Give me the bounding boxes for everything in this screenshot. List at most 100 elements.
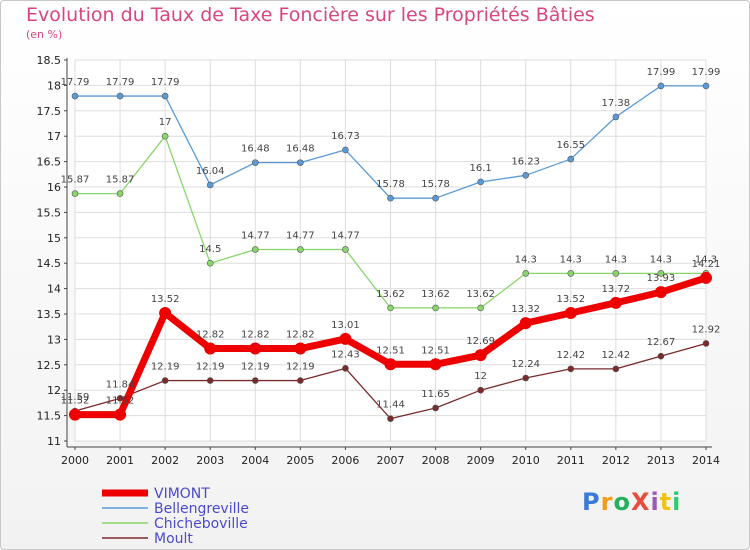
legend-label-moult: Moult — [154, 531, 193, 547]
data-label-bellengreville: 16.55 — [556, 140, 585, 151]
data-label-bellengreville: 17.38 — [602, 98, 631, 109]
data-label-chicheboville: 13.62 — [466, 289, 495, 300]
data-point-moult — [522, 374, 530, 382]
data-point-vimont — [564, 306, 577, 319]
x-tick-label: 2011 — [557, 454, 585, 467]
data-point-moult — [116, 395, 124, 402]
data-label-layer: 11.59 11.84 12.19 12.19 12.19 12.19 12.43 11.44… — [61, 67, 721, 411]
series-layer — [69, 82, 712, 422]
data-point-vimont — [339, 332, 352, 345]
legend-label-chicheboville: Chicheboville — [154, 516, 248, 532]
legend-label-bellengreville: Bellengreville — [154, 501, 249, 517]
data-label-moult: 12.24 — [511, 359, 540, 370]
data-label-chicheboville: 14.3 — [695, 254, 717, 265]
data-point-vimont — [294, 342, 307, 355]
data-point-bellengreville — [522, 172, 530, 179]
data-label-bellengreville: 16.48 — [241, 144, 270, 155]
data-label-moult: 11.65 — [421, 389, 450, 400]
data-label-vimont: 12.51 — [421, 345, 450, 356]
data-label-chicheboville: 14.3 — [650, 254, 672, 265]
data-label-moult: 12.19 — [196, 362, 225, 373]
data-label-moult: 12 — [474, 371, 487, 382]
y-tick-label: 15.5 — [37, 206, 62, 219]
data-point-bellengreville — [342, 146, 349, 154]
data-label-vimont: 13.52 — [556, 294, 585, 305]
x-tick-label: 2010 — [512, 454, 540, 467]
data-label-bellengreville: 17.79 — [151, 77, 180, 88]
y-tick-label: 12 — [47, 384, 61, 397]
data-label-chicheboville: 14.3 — [560, 254, 582, 265]
data-label-chicheboville: 14.77 — [331, 230, 360, 241]
x-tick-label: 2004 — [241, 454, 269, 467]
data-point-vimont — [519, 317, 532, 330]
data-point-vimont — [429, 358, 442, 371]
data-point-chicheboville — [432, 304, 439, 312]
data-label-chicheboville: 14.77 — [286, 230, 315, 241]
data-label-chicheboville: 13.62 — [421, 289, 450, 300]
data-label-moult: 12.19 — [241, 362, 270, 373]
data-point-vimont — [654, 286, 667, 299]
data-label-chicheboville: 14.3 — [605, 254, 627, 265]
data-label-chicheboville: 14.5 — [199, 244, 221, 255]
x-tick-label: 2008 — [422, 454, 450, 467]
y-tick-label: 14 — [47, 283, 61, 296]
data-label-moult: 12.42 — [556, 350, 585, 361]
data-label-chicheboville: 15.87 — [61, 175, 90, 186]
data-point-moult — [567, 365, 575, 373]
data-label-moult: 11.84 — [106, 379, 135, 390]
data-label-moult: 12.92 — [692, 324, 721, 335]
data-label-bellengreville: 16.73 — [331, 131, 360, 142]
data-label-vimont: 13.93 — [647, 273, 676, 284]
data-label-moult: 12.42 — [602, 350, 631, 361]
data-point-bellengreville — [71, 92, 79, 100]
data-point-bellengreville — [297, 159, 304, 166]
data-point-moult — [702, 340, 710, 347]
x-tick-label: 2006 — [331, 454, 359, 467]
data-point-moult — [477, 386, 484, 394]
y-tick-label: 17 — [47, 130, 61, 143]
data-point-moult — [432, 404, 439, 412]
data-point-moult — [657, 352, 665, 360]
data-point-vimont — [114, 408, 127, 421]
data-point-vimont — [700, 271, 712, 284]
data-point-moult — [612, 365, 620, 373]
y-tick-label: 17.5 — [37, 105, 62, 118]
x-tick-label: 2012 — [602, 454, 630, 467]
data-point-vimont — [204, 342, 217, 355]
x-tick-label: 2003 — [196, 454, 224, 467]
y-tick-label: 16.5 — [37, 156, 62, 169]
data-point-chicheboville — [297, 246, 304, 253]
data-point-vimont — [69, 408, 81, 421]
data-label-moult: 11.44 — [376, 400, 405, 411]
legend-label-vimont: VIMONT — [154, 486, 210, 502]
data-label-moult: 12.67 — [647, 337, 676, 348]
data-label-bellengreville: 17.79 — [106, 77, 135, 88]
data-label-chicheboville: 13.62 — [376, 289, 405, 300]
data-point-moult — [342, 365, 349, 372]
grid-layer — [74, 59, 707, 442]
data-label-bellengreville: 16.04 — [196, 166, 225, 177]
chart-unit-label: (en %) — [26, 28, 63, 41]
y-tick-label: 15 — [47, 232, 61, 245]
data-point-chicheboville — [161, 132, 169, 140]
data-point-bellengreville — [161, 92, 169, 100]
data-label-bellengreville: 16.48 — [286, 144, 315, 155]
data-point-chicheboville — [657, 270, 665, 277]
data-point-bellengreville — [657, 82, 665, 90]
chart-title: Evolution du Taux de Taxe Foncière sur l… — [26, 4, 595, 26]
y-tick-label: 16 — [47, 181, 61, 194]
data-point-vimont — [249, 342, 262, 355]
data-point-moult — [297, 377, 304, 384]
data-label-bellengreville: 17.79 — [61, 77, 90, 88]
data-label-chicheboville: 15.87 — [106, 175, 135, 186]
data-point-bellengreville — [477, 178, 484, 186]
data-point-moult — [161, 377, 169, 384]
data-point-bellengreville — [702, 82, 710, 90]
data-point-bellengreville — [612, 113, 620, 121]
data-point-moult — [251, 377, 259, 384]
y-tick-label: 11.5 — [37, 410, 62, 423]
data-point-chicheboville — [251, 246, 259, 253]
data-label-chicheboville: 17 — [159, 117, 172, 128]
